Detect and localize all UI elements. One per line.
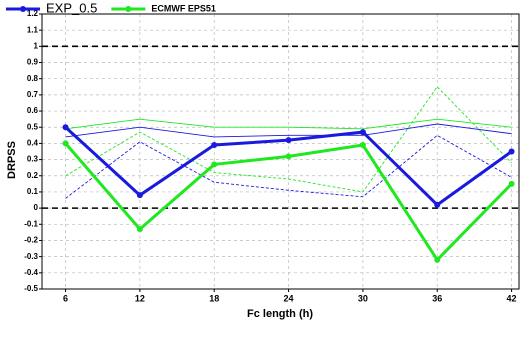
point bbox=[62, 124, 69, 131]
y-tick-label: 0.2 bbox=[27, 171, 39, 180]
y-tick-label: 0.4 bbox=[27, 139, 39, 148]
point bbox=[434, 256, 441, 263]
point bbox=[211, 142, 218, 149]
legend-label: EXP_0.5 bbox=[46, 0, 97, 15]
point bbox=[359, 129, 366, 136]
x-axis-label: Fc length (h) bbox=[247, 308, 313, 320]
y-tick-label: 0 bbox=[34, 203, 39, 212]
plot-frame bbox=[41, 13, 520, 290]
y-tick-label: 0.7 bbox=[27, 90, 39, 99]
x-tick-label: 6 bbox=[63, 293, 68, 303]
y-tick-label: 1.2 bbox=[27, 9, 39, 18]
series-line bbox=[65, 123, 512, 138]
point bbox=[211, 161, 218, 168]
x-tick-label: 42 bbox=[507, 293, 517, 303]
y-tick-label: 0.1 bbox=[27, 187, 39, 196]
x-tick-label: 36 bbox=[432, 293, 442, 303]
x-tick-label: 12 bbox=[135, 293, 145, 303]
point bbox=[359, 142, 366, 149]
y-tick-label: 0.6 bbox=[27, 106, 39, 115]
legend-label: ECMWF EPS51 bbox=[151, 3, 216, 13]
series-line bbox=[65, 134, 512, 199]
y-tick-label: 1.1 bbox=[27, 25, 39, 34]
y-tick-label: 0.5 bbox=[27, 122, 39, 131]
point bbox=[508, 180, 515, 187]
y-tick-label: -0.1 bbox=[24, 219, 38, 228]
y-tick-label: 1 bbox=[34, 41, 39, 50]
series-line bbox=[65, 118, 512, 130]
y-tick-label: -0.4 bbox=[24, 268, 38, 277]
point bbox=[136, 226, 143, 233]
series-line bbox=[65, 86, 512, 193]
point bbox=[136, 192, 143, 199]
y-tick-label: 0.3 bbox=[27, 155, 39, 164]
point bbox=[434, 201, 441, 208]
x-tick-label: 30 bbox=[358, 293, 368, 303]
y-tick-label: 0.9 bbox=[27, 58, 39, 67]
legend-marker bbox=[20, 6, 26, 12]
y-tick-label: -0.5 bbox=[24, 284, 38, 293]
point bbox=[285, 137, 292, 144]
y-axis-label: DRPSS bbox=[6, 141, 18, 179]
point bbox=[508, 148, 515, 155]
y-tick-label: 0.8 bbox=[27, 74, 39, 83]
y-tick-label: -0.2 bbox=[24, 236, 38, 245]
x-tick-label: 24 bbox=[284, 293, 294, 303]
y-tick-label: -0.3 bbox=[24, 252, 38, 261]
point bbox=[285, 153, 292, 160]
x-tick-label: 18 bbox=[209, 293, 219, 303]
legend-marker bbox=[125, 6, 132, 12]
point bbox=[62, 140, 69, 147]
